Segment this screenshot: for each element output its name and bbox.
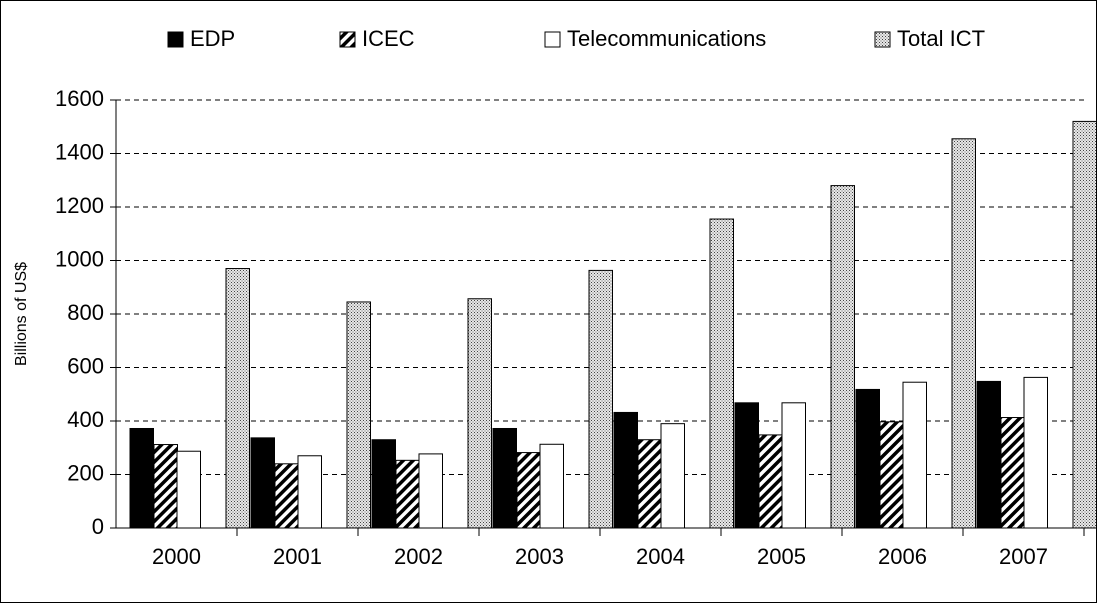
legend-swatch	[874, 31, 891, 48]
bar	[902, 381, 927, 529]
x-tick-label: 2005	[757, 544, 806, 569]
bar	[346, 301, 371, 529]
bar	[225, 268, 250, 529]
bar	[976, 380, 1001, 529]
legend-label: ICEC	[362, 26, 415, 51]
y-tick-label: 1000	[55, 246, 104, 271]
y-tick-label: 0	[92, 514, 104, 539]
bar	[588, 269, 613, 529]
bar	[297, 455, 322, 529]
bar	[758, 434, 783, 529]
bar	[781, 402, 806, 529]
bar	[1000, 417, 1025, 529]
bar	[371, 439, 396, 529]
bar	[274, 463, 299, 529]
bar	[613, 411, 638, 529]
y-axis-label: Billions of US$	[13, 262, 30, 366]
bar	[1023, 376, 1048, 529]
bar	[395, 459, 420, 529]
bar	[176, 450, 201, 529]
x-tick-label: 2006	[878, 544, 927, 569]
bar	[467, 298, 492, 529]
bar	[250, 437, 275, 529]
y-tick-label: 200	[67, 460, 104, 485]
bar	[660, 423, 685, 529]
bar	[879, 421, 904, 529]
bar	[734, 402, 759, 529]
y-tick-label: 400	[67, 407, 104, 432]
bar	[539, 443, 564, 529]
bar	[129, 427, 154, 529]
legend-swatch	[544, 31, 561, 48]
y-tick-label: 800	[67, 300, 104, 325]
x-tick-label: 2001	[273, 544, 322, 569]
x-tick-label: 2002	[394, 544, 443, 569]
y-tick-label: 1200	[55, 193, 104, 218]
x-tick-label: 2004	[636, 544, 685, 569]
y-tick-label: 1600	[55, 86, 104, 111]
bar	[830, 185, 855, 529]
bar	[855, 388, 880, 529]
legend-label: EDP	[190, 26, 235, 51]
x-tick-label: 2000	[152, 544, 201, 569]
bar	[418, 453, 443, 529]
legend-label: Telecommunications	[567, 26, 766, 51]
x-tick-label: 2003	[515, 544, 564, 569]
y-tick-label: 1400	[55, 139, 104, 164]
legend-swatch	[167, 31, 184, 48]
y-tick-label: 600	[67, 353, 104, 378]
bar	[951, 138, 976, 529]
bar	[637, 439, 662, 529]
legend-label: Total ICT	[897, 26, 985, 51]
x-tick-label: 2007	[999, 544, 1048, 569]
bar	[709, 218, 734, 529]
bar	[153, 444, 178, 529]
bar	[492, 427, 517, 529]
legend-swatch	[339, 31, 356, 48]
bar	[1072, 120, 1097, 529]
bar	[516, 452, 541, 529]
